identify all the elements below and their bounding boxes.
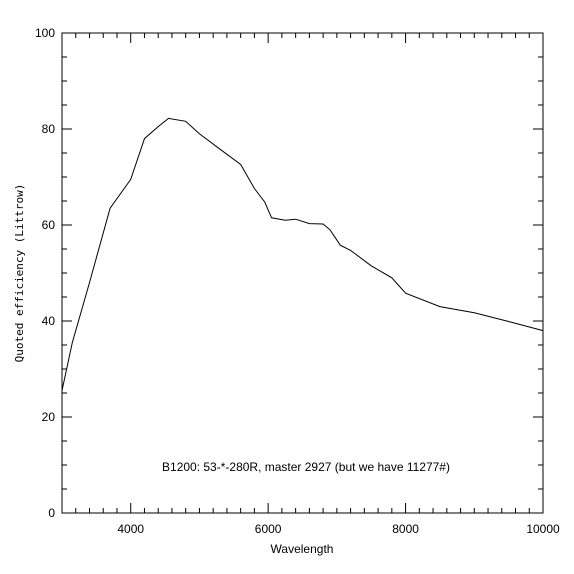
y-tick-label: 0 bbox=[48, 506, 55, 520]
y-tick-label: 80 bbox=[42, 122, 56, 136]
series-line bbox=[61, 117, 544, 391]
x-tick-label: 10000 bbox=[526, 522, 560, 536]
y-tick-label: 40 bbox=[42, 314, 56, 328]
y-tick-labels: 0 20 40 60 80 100 bbox=[35, 26, 55, 520]
y-tick-label: 20 bbox=[42, 410, 56, 424]
y-tick-label: 60 bbox=[42, 218, 56, 232]
x-axis-title: Wavelength bbox=[271, 542, 334, 556]
x-tick-label: 8000 bbox=[392, 522, 419, 536]
y-tick-label: 100 bbox=[35, 26, 55, 40]
x-tick-label: 6000 bbox=[255, 522, 282, 536]
plot-frame bbox=[61, 32, 544, 514]
chart-annotation: B1200: 53-*-280R, master 2927 (but we ha… bbox=[162, 460, 450, 474]
x-tick-labels: 4000 6000 8000 10000 bbox=[117, 522, 560, 536]
x-tick-label: 4000 bbox=[117, 522, 144, 536]
y-axis-title: Quoted efficiency (Littrow) bbox=[13, 184, 26, 363]
axis-ticks bbox=[61, 32, 544, 514]
